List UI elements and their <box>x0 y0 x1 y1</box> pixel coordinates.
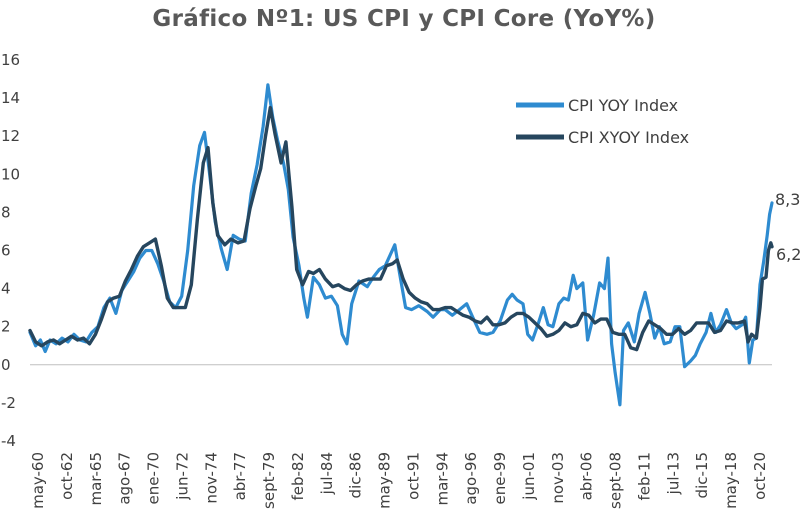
data-labels: 8,3 6,2 <box>775 190 801 264</box>
y-tick-label: 6 <box>1 242 11 260</box>
y-tick-label: 2 <box>1 318 11 336</box>
x-tick-label: jul-13 <box>664 452 682 495</box>
y-tick-label: -2 <box>1 394 16 412</box>
y-tick-label: 14 <box>1 89 20 107</box>
x-tick-label: oct-91 <box>404 452 422 500</box>
y-tick-label: 4 <box>1 280 11 298</box>
x-tick-label: sept-08 <box>607 452 625 509</box>
x-tick-label: nov-74 <box>202 452 220 504</box>
x-tick-label: may-60 <box>29 452 47 509</box>
x-tick-label: feb-11 <box>635 452 653 501</box>
chart-title: Gráfico Nº1: US CPI y CPI Core (YoY%) <box>152 6 656 32</box>
x-tick-label: jul-84 <box>318 452 336 495</box>
x-tick-label: sept-79 <box>260 452 278 509</box>
x-axis: may-60 oct-62 mar-65 ago-67 ene-70 jun-72 nov-… <box>29 452 769 509</box>
y-tick-label: 10 <box>1 165 20 183</box>
x-tick-label: feb-82 <box>289 452 307 501</box>
x-tick-label: oct-20 <box>751 452 769 500</box>
x-tick-label: jun-01 <box>520 452 538 501</box>
y-axis: -4 -2 0 2 4 6 8 10 12 14 16 <box>1 51 20 450</box>
y-tick-label: 16 <box>1 51 20 69</box>
series-line-cpi-xyoy <box>28 105 774 352</box>
legend: CPI YOY Index CPI XYOY Index <box>516 96 689 147</box>
x-tick-label: ene-99 <box>491 452 509 504</box>
x-tick-label: may-18 <box>722 452 740 509</box>
x-tick-label: dic-15 <box>693 452 711 498</box>
x-tick-label: mar-94 <box>433 452 451 506</box>
y-tick-label: 0 <box>1 356 11 374</box>
legend-label: CPI XYOY Index <box>568 128 689 147</box>
x-tick-label: dic-86 <box>347 452 365 498</box>
x-tick-label: ene-70 <box>145 452 163 504</box>
y-tick-label: 8 <box>1 203 11 221</box>
y-tick-label: 12 <box>1 127 20 145</box>
legend-label: CPI YOY Index <box>568 96 678 115</box>
x-tick-label: oct-62 <box>58 452 76 500</box>
x-tick-label: nov-03 <box>549 452 567 504</box>
x-tick-label: mar-65 <box>87 452 105 506</box>
y-tick-label: -4 <box>1 432 16 450</box>
x-tick-label: may-89 <box>376 452 394 509</box>
x-tick-label: jun-72 <box>173 452 191 501</box>
x-tick-label: ago-67 <box>116 452 134 505</box>
data-label: 8,3 <box>775 190 800 209</box>
series-group <box>28 83 774 407</box>
x-tick-label: abr-77 <box>231 452 249 500</box>
x-tick-label: abr-06 <box>578 452 596 500</box>
data-label: 6,2 <box>776 245 801 264</box>
x-tick-label: ago-96 <box>462 452 480 505</box>
